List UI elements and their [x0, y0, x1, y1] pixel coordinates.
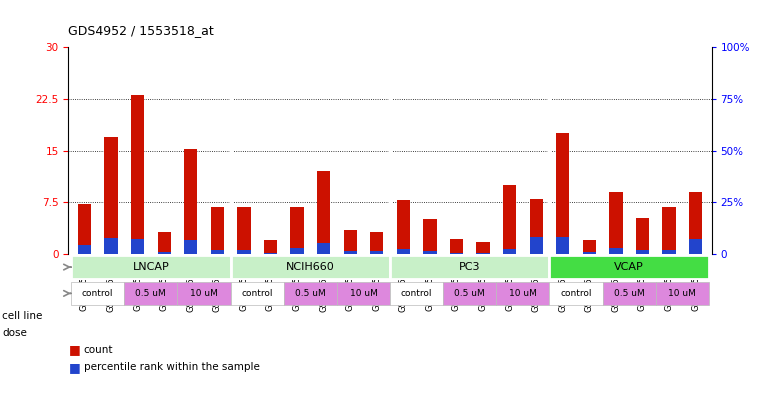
Bar: [291, 207, 304, 254]
Text: 0.5 uM: 0.5 uM: [295, 289, 326, 298]
Text: PC3: PC3: [459, 262, 480, 272]
Text: 10 uM: 10 uM: [668, 289, 696, 298]
Text: 10 uM: 10 uM: [190, 289, 218, 298]
Bar: [689, 239, 702, 254]
Bar: [131, 95, 145, 254]
Bar: [237, 250, 250, 254]
Bar: [530, 199, 543, 254]
Bar: [549, 281, 603, 305]
Bar: [124, 281, 177, 305]
Bar: [264, 253, 277, 254]
Bar: [68, 254, 712, 323]
Text: GDS4952 / 1553518_at: GDS4952 / 1553518_at: [68, 24, 215, 37]
Bar: [291, 248, 304, 254]
Bar: [662, 250, 676, 254]
Bar: [158, 232, 170, 254]
Bar: [603, 281, 656, 305]
Bar: [583, 252, 596, 254]
Bar: [337, 281, 390, 305]
Bar: [656, 281, 709, 305]
Bar: [662, 207, 676, 254]
Bar: [390, 255, 549, 279]
Bar: [317, 171, 330, 254]
Bar: [556, 133, 569, 254]
Bar: [396, 249, 410, 254]
Bar: [284, 281, 337, 305]
Bar: [317, 242, 330, 254]
Bar: [450, 239, 463, 254]
Bar: [71, 281, 124, 305]
Text: 0.5 uM: 0.5 uM: [135, 289, 166, 298]
Bar: [549, 255, 709, 279]
Text: control: control: [241, 289, 273, 298]
Text: NCIH660: NCIH660: [286, 262, 335, 272]
Text: control: control: [401, 289, 432, 298]
Bar: [423, 251, 437, 254]
Bar: [264, 240, 277, 254]
Text: VCAP: VCAP: [614, 262, 644, 272]
Bar: [396, 200, 410, 254]
Bar: [184, 149, 197, 254]
Bar: [177, 281, 231, 305]
Bar: [104, 137, 118, 254]
Text: 0.5 uM: 0.5 uM: [614, 289, 645, 298]
Bar: [476, 242, 489, 254]
Bar: [343, 251, 357, 254]
Bar: [443, 281, 496, 305]
Bar: [476, 253, 489, 254]
Bar: [556, 237, 569, 254]
Bar: [503, 185, 516, 254]
Bar: [635, 250, 649, 254]
Bar: [610, 192, 622, 254]
Text: 10 uM: 10 uM: [509, 289, 537, 298]
Bar: [370, 251, 384, 254]
Bar: [635, 218, 649, 254]
Bar: [503, 249, 516, 254]
Text: control: control: [560, 289, 592, 298]
Text: dose: dose: [2, 328, 27, 338]
Bar: [237, 207, 250, 254]
Bar: [450, 253, 463, 254]
Bar: [211, 207, 224, 254]
Bar: [78, 244, 91, 254]
Text: percentile rank within the sample: percentile rank within the sample: [84, 362, 260, 373]
Text: ■: ■: [68, 361, 80, 374]
Bar: [496, 281, 549, 305]
Bar: [184, 241, 197, 254]
Bar: [78, 204, 91, 254]
Bar: [158, 252, 170, 254]
Bar: [231, 255, 390, 279]
Bar: [71, 255, 231, 279]
Bar: [390, 281, 443, 305]
Bar: [583, 240, 596, 254]
Text: count: count: [84, 345, 113, 355]
Bar: [104, 239, 118, 254]
Text: LNCAP: LNCAP: [132, 262, 169, 272]
Bar: [343, 230, 357, 254]
Bar: [370, 232, 384, 254]
Text: cell line: cell line: [2, 310, 43, 321]
Text: 0.5 uM: 0.5 uM: [454, 289, 485, 298]
Bar: [610, 248, 622, 254]
Text: control: control: [82, 289, 113, 298]
Bar: [131, 239, 145, 254]
Bar: [423, 219, 437, 254]
Text: 10 uM: 10 uM: [349, 289, 377, 298]
Bar: [231, 281, 284, 305]
Bar: [689, 192, 702, 254]
Bar: [530, 237, 543, 254]
Text: ■: ■: [68, 343, 80, 356]
Bar: [211, 250, 224, 254]
